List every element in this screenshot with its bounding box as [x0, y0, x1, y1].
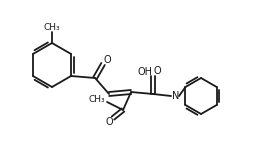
Text: O: O [153, 66, 161, 76]
Text: N: N [172, 91, 180, 101]
Text: O: O [105, 117, 113, 127]
Text: O: O [103, 55, 111, 65]
Text: OH: OH [138, 67, 152, 77]
Text: CH₃: CH₃ [89, 95, 105, 103]
Text: CH₃: CH₃ [44, 22, 60, 32]
